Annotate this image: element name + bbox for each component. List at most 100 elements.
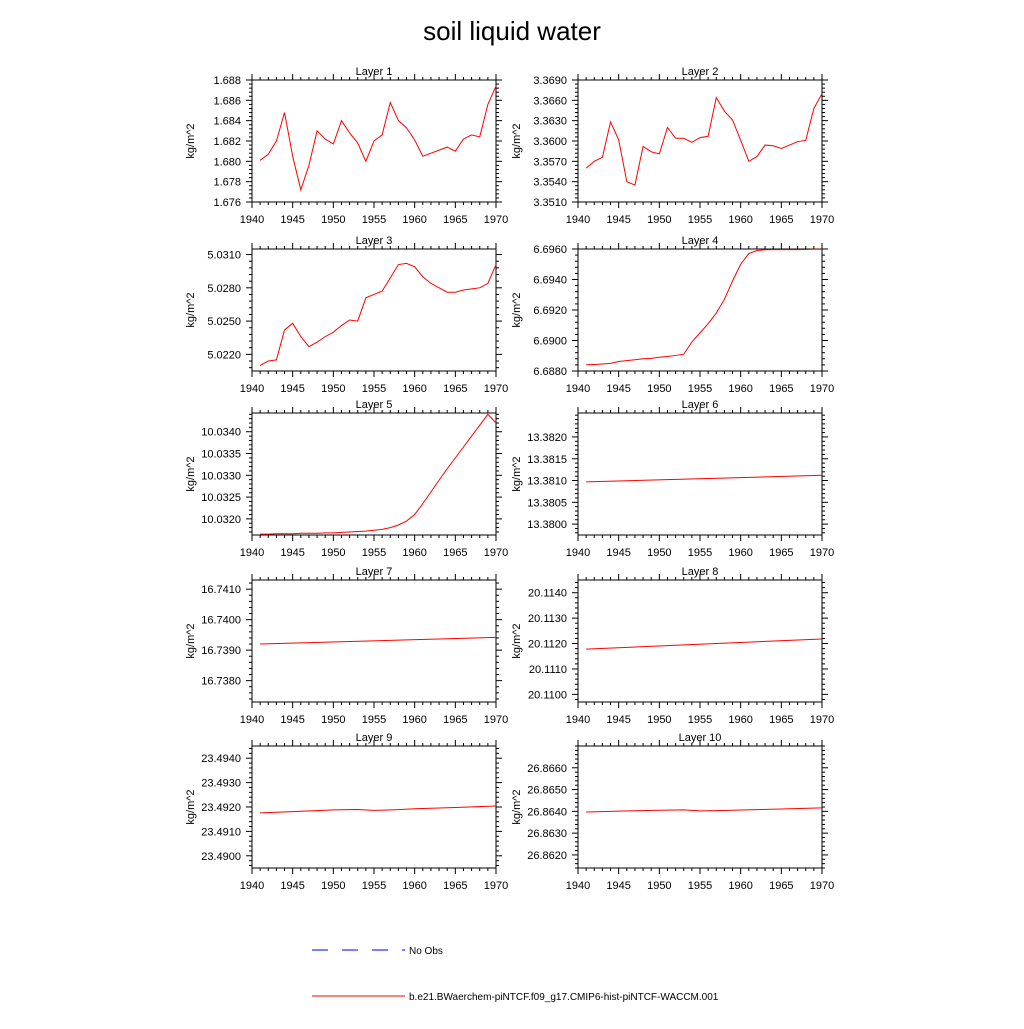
x-tick-label: 1965 <box>769 880 793 892</box>
y-tick-label: 6.6940 <box>533 275 567 287</box>
plot-frame <box>251 412 497 536</box>
y-axis-label: kg/m^2 <box>511 456 523 491</box>
x-tick-label: 1965 <box>769 547 793 559</box>
x-tick-label: 1950 <box>321 880 345 892</box>
x-tick-label: 1950 <box>647 880 671 892</box>
x-tick-label: 1965 <box>443 880 467 892</box>
series-line-1 <box>585 93 823 186</box>
x-tick-label: 1945 <box>606 880 630 892</box>
legend-model-label: b.e21.BWaerchem-piNTCF.f09_g17.CMIP6-his… <box>409 992 719 1003</box>
y-tick-label: 3.3510 <box>533 197 567 209</box>
y-tick-label: 1.676 <box>213 197 241 209</box>
y-tick-label: 1.688 <box>213 75 241 87</box>
panel-6: Layer 6 kg/m^2 1940 1945 1950 1955 1960 1965 197… <box>511 399 834 559</box>
y-tick-label: 16.7410 <box>201 584 241 596</box>
y-tick-label: 3.3570 <box>533 156 567 168</box>
y-axis-label: kg/m^2 <box>511 292 523 327</box>
x-tick-label: 1970 <box>484 880 508 892</box>
x-tick-label: 1970 <box>810 214 834 226</box>
x-tick-label: 1940 <box>240 547 264 559</box>
x-tick-label: 1970 <box>484 547 508 559</box>
series-line-1 <box>260 413 497 535</box>
y-tick-label: 26.8630 <box>527 828 567 840</box>
y-tick-label: 20.1140 <box>528 588 567 600</box>
x-tick-label: 1955 <box>362 383 386 395</box>
panel-5: Layer 5 kg/m^2 1940 1945 1950 1955 1960 1965 197… <box>185 399 508 559</box>
y-tick-label: 3.3660 <box>533 95 567 107</box>
x-tick-label: 1965 <box>443 214 467 226</box>
y-tick-label: 1.682 <box>213 136 241 148</box>
series-line-1 <box>586 474 823 483</box>
x-tick-label: 1960 <box>402 214 426 226</box>
panel-7: Layer 7 kg/m^2 1940 1945 1950 1955 1960 1965 197… <box>185 566 508 726</box>
series-line-1 <box>586 807 823 813</box>
x-tick-label: 1955 <box>688 383 712 395</box>
y-tick-label: 6.6920 <box>533 305 567 317</box>
panel-4: Layer 4 kg/m^2 1940 1945 1950 1955 1960 1965 197… <box>511 235 834 395</box>
x-tick-label: 1970 <box>810 714 834 726</box>
y-tick-label: 23.4930 <box>201 778 241 790</box>
y-tick-label: 16.7390 <box>201 645 241 657</box>
x-tick-label: 1950 <box>647 214 671 226</box>
y-tick-label: 23.4920 <box>201 802 241 814</box>
y-tick-label: 1.678 <box>213 177 241 189</box>
x-tick-label: 1940 <box>566 547 590 559</box>
x-tick-label: 1960 <box>728 880 752 892</box>
y-tick-label: 5.0220 <box>207 349 241 361</box>
x-tick-label: 1940 <box>566 880 590 892</box>
y-tick-label: 6.6960 <box>533 244 567 256</box>
plot-frame <box>577 79 823 203</box>
panel-10: Layer 10 kg/m^2 1940 1945 1950 1955 1960 1965 19… <box>511 732 834 892</box>
panel-title: Layer 5 <box>356 399 393 411</box>
panel-title: Layer 3 <box>356 235 393 247</box>
panel-3: Layer 3 kg/m^2 1940 1945 1950 1955 1960 1965 197… <box>185 235 508 395</box>
x-tick-label: 1965 <box>769 714 793 726</box>
y-tick-label: 26.8620 <box>527 850 567 862</box>
panel-title: Layer 10 <box>679 732 722 744</box>
x-tick-label: 1945 <box>280 714 304 726</box>
x-tick-label: 1940 <box>240 880 264 892</box>
y-axis-label: kg/m^2 <box>185 456 197 491</box>
x-tick-label: 1945 <box>280 383 304 395</box>
y-tick-label: 6.6880 <box>533 366 567 378</box>
x-tick-label: 1950 <box>321 214 345 226</box>
x-tick-label: 1945 <box>606 383 630 395</box>
y-tick-label: 10.0335 <box>201 449 241 461</box>
x-tick-label: 1955 <box>688 714 712 726</box>
x-tick-label: 1950 <box>647 383 671 395</box>
x-tick-label: 1970 <box>810 880 834 892</box>
y-axis-label: kg/m^2 <box>185 123 197 158</box>
panel-title: Layer 9 <box>356 732 393 744</box>
y-tick-label: 13.3810 <box>527 476 567 488</box>
y-tick-label: 3.3540 <box>533 177 567 189</box>
series-line-1 <box>586 248 822 366</box>
plot-frame <box>251 248 497 372</box>
x-tick-label: 1950 <box>647 714 671 726</box>
x-tick-label: 1960 <box>402 714 426 726</box>
y-tick-label: 5.0310 <box>207 250 241 262</box>
series-line-1 <box>586 638 823 650</box>
x-tick-label: 1945 <box>606 547 630 559</box>
x-tick-label: 1945 <box>280 547 304 559</box>
x-tick-label: 1970 <box>484 714 508 726</box>
x-tick-label: 1940 <box>240 214 264 226</box>
y-tick-label: 1.686 <box>213 95 241 107</box>
y-tick-label: 16.7400 <box>201 615 241 627</box>
figure-title: soil liquid water <box>423 16 601 46</box>
x-tick-label: 1965 <box>769 214 793 226</box>
y-tick-label: 20.1100 <box>528 689 567 701</box>
y-tick-label: 10.0330 <box>201 470 241 482</box>
x-tick-label: 1955 <box>362 214 386 226</box>
panel-title: Layer 6 <box>682 399 719 411</box>
y-tick-label: 1.680 <box>213 156 241 168</box>
plot-frame <box>577 248 823 372</box>
x-tick-label: 1965 <box>443 714 467 726</box>
panel-9: Layer 9 kg/m^2 1940 1945 1950 1955 1960 1965 197… <box>185 732 508 892</box>
x-tick-label: 1950 <box>321 547 345 559</box>
panel-title: Layer 7 <box>356 566 393 578</box>
x-tick-label: 1955 <box>688 547 712 559</box>
x-tick-label: 1970 <box>484 383 508 395</box>
x-tick-label: 1965 <box>443 383 467 395</box>
x-tick-label: 1950 <box>647 547 671 559</box>
